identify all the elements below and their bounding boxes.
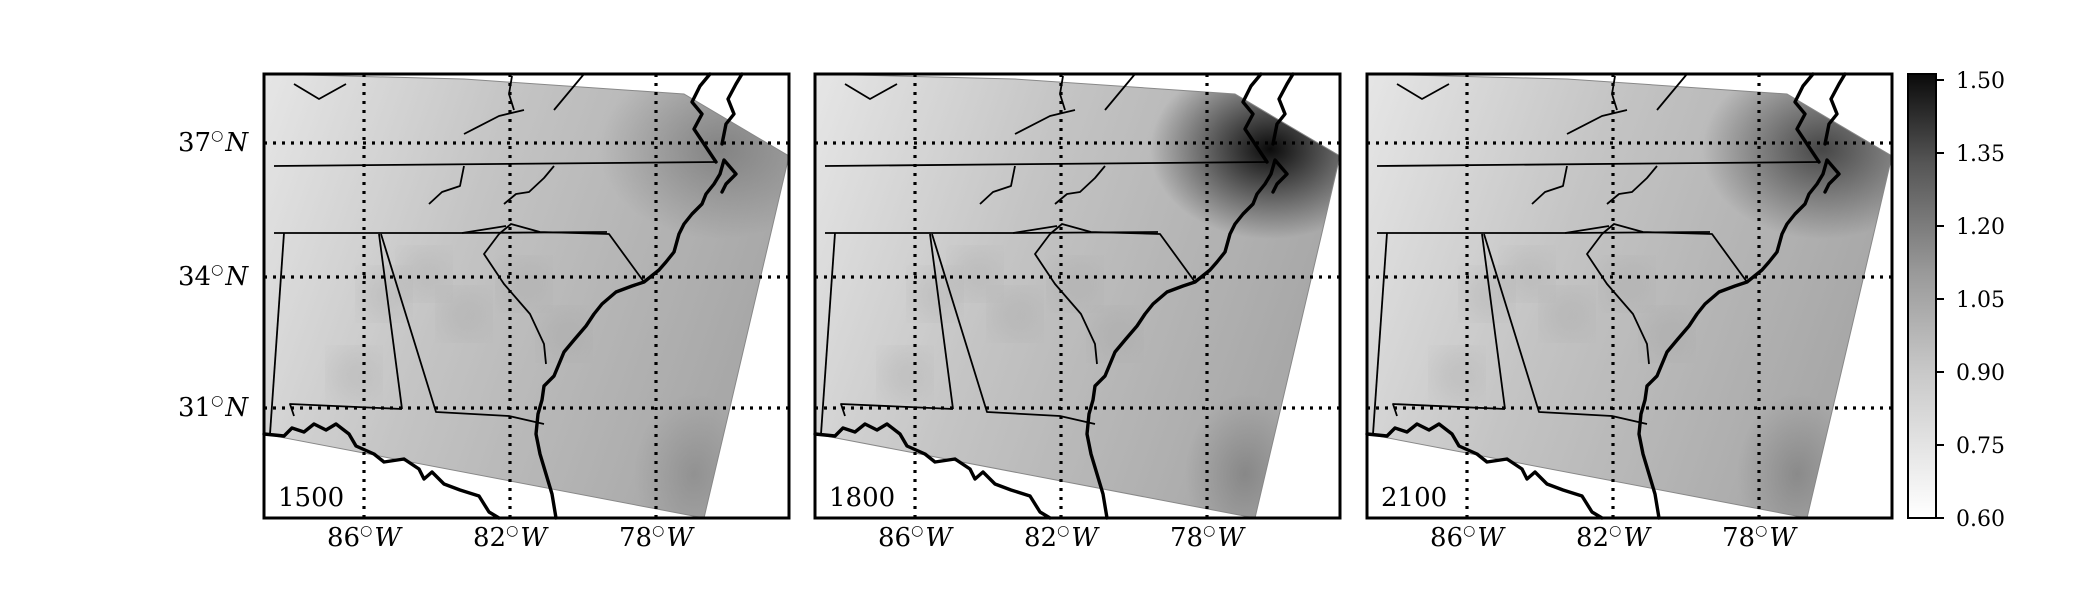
lon-tick-label: 82○W (1024, 523, 1100, 553)
graticule (264, 74, 789, 518)
coastline (813, 72, 1295, 520)
panel-time-label: 1500 (278, 483, 344, 513)
colorbar-tick-label: 0.60 (1956, 507, 2005, 532)
colorbar-tick-label: 0.90 (1956, 361, 2005, 386)
map-panel-1800: 1800 86○W 82○W 78○W (813, 72, 1342, 553)
state-boundaries (813, 72, 1295, 520)
colorbar-tick-label: 1.35 (1956, 142, 2005, 167)
colorbar: 1.50 1.35 1.20 1.05 0.90 0.75 0.60 (1907, 69, 2005, 532)
map-panel-1500: 1500 86○W 82○W 78○W (262, 72, 791, 553)
panel-time-label: 2100 (1381, 483, 1447, 513)
lon-tick-label: 82○W (473, 523, 549, 553)
panel-time-label: 1800 (829, 483, 895, 513)
lat-tick-label: 31○N (178, 393, 249, 423)
lon-tick-label: 86○W (1430, 523, 1506, 553)
lon-tick-label: 86○W (878, 523, 954, 553)
panel-frame (262, 72, 791, 520)
lat-tick-label: 34○N (178, 262, 249, 292)
coastline (1365, 72, 1847, 520)
colorbar-gradient (1907, 73, 1937, 519)
map-panel-2100: 2100 86○W 82○W 78○W (1365, 72, 1894, 553)
lon-tick-label: 78○W (1722, 523, 1798, 553)
graticule (815, 74, 1340, 518)
lon-tick-label: 78○W (619, 523, 695, 553)
coastline (262, 72, 744, 520)
colorbar-tick-label: 1.05 (1956, 288, 2005, 313)
lon-tick-label: 78○W (1170, 523, 1246, 553)
panel-frame (813, 72, 1342, 520)
colorbar-tick-label: 0.75 (1956, 434, 2005, 459)
colorbar-tick-label: 1.20 (1956, 215, 2005, 240)
panel-frame (1365, 72, 1894, 520)
lat-tick-label: 37○N (178, 128, 249, 158)
graticule (1367, 74, 1892, 518)
lon-tick-label: 82○W (1576, 523, 1652, 553)
colorbar-tick-label: 1.50 (1956, 69, 2005, 94)
lon-tick-label: 86○W (327, 523, 403, 553)
